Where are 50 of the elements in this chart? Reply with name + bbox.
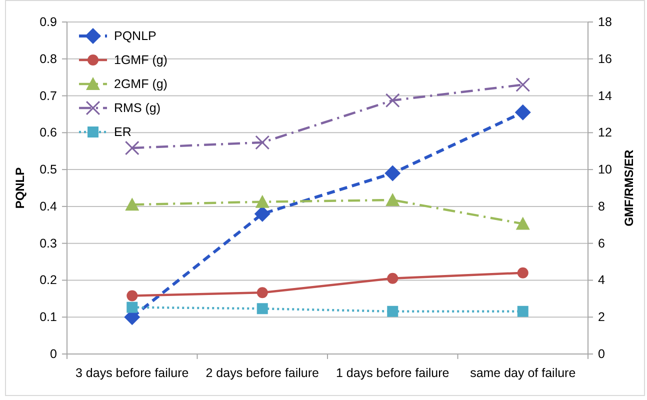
point [256, 303, 268, 314]
point [387, 306, 398, 317]
point [126, 290, 138, 302]
legend-label: 2GMF (g) [114, 77, 168, 91]
point [126, 302, 138, 313]
point [125, 198, 140, 211]
y2-tick-label: 16 [598, 52, 612, 66]
y-tick-label: 0.5 [40, 162, 58, 177]
y-tick-label: 0.7 [40, 88, 58, 103]
legend-label: RMS (g) [114, 101, 161, 115]
legend-label: ER [114, 125, 132, 139]
y2-tick-label: 2 [598, 310, 605, 324]
y-tick-label: 0 [50, 347, 58, 361]
point [516, 78, 530, 92]
point [125, 140, 140, 155]
point [254, 206, 270, 222]
x-tick-label: 3 days before failure [75, 366, 189, 380]
point [386, 93, 400, 108]
y2-tick-label: 14 [598, 88, 612, 103]
point [387, 272, 398, 284]
y-tick-label: 0.3 [40, 236, 58, 250]
y-tick-label: 0.8 [40, 52, 58, 66]
y2-tick-label: 18 [598, 15, 612, 29]
point [386, 192, 400, 206]
y-tick-label: 0.4 [40, 199, 58, 214]
legend-label: 1GMF (g) [114, 53, 168, 67]
y-tick-label: 0.6 [40, 126, 58, 140]
legend-label: PQNLP [114, 29, 156, 43]
y-tick-label: 0.2 [40, 273, 58, 288]
point [384, 165, 401, 182]
y-tick-label: 0.9 [40, 15, 58, 29]
y-tick-label: 0.1 [40, 310, 58, 324]
x-tick-label: same day of failure [470, 366, 576, 380]
y2-tick-label: 10 [598, 162, 612, 177]
point [255, 135, 270, 150]
point [517, 306, 528, 317]
y2-tick-label: 12 [598, 126, 612, 140]
point [255, 194, 270, 208]
point [517, 267, 528, 278]
point [256, 287, 268, 298]
y2-axis-title: GMF/RMS/ER [622, 149, 636, 226]
point [516, 216, 530, 230]
x-tick-label: 1 days before failure [336, 366, 450, 380]
x-tick-label: 2 days before failure [206, 366, 320, 380]
point [514, 104, 531, 120]
y2-tick-label: 0 [598, 347, 605, 361]
y2-tick-label: 4 [598, 273, 605, 288]
y2-tick-label: 6 [598, 236, 605, 250]
y-axis-title: PQNLP [13, 167, 27, 209]
y2-tick-label: 8 [598, 199, 605, 214]
